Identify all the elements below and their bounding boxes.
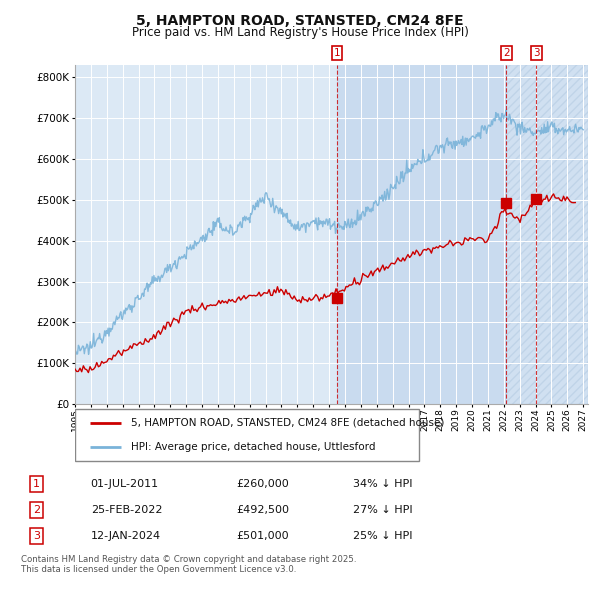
Text: 5, HAMPTON ROAD, STANSTED, CM24 8FE (detached house): 5, HAMPTON ROAD, STANSTED, CM24 8FE (det… xyxy=(131,418,445,428)
FancyBboxPatch shape xyxy=(75,409,419,461)
Text: 3: 3 xyxy=(33,531,40,541)
Bar xyxy=(337,65,506,404)
Text: £260,000: £260,000 xyxy=(236,478,289,489)
Text: 5, HAMPTON ROAD, STANSTED, CM24 8FE: 5, HAMPTON ROAD, STANSTED, CM24 8FE xyxy=(136,14,464,28)
Text: Price paid vs. HM Land Registry's House Price Index (HPI): Price paid vs. HM Land Registry's House … xyxy=(131,26,469,39)
Text: 34% ↓ HPI: 34% ↓ HPI xyxy=(353,478,412,489)
Text: 01-JUL-2011: 01-JUL-2011 xyxy=(91,478,159,489)
Text: £492,500: £492,500 xyxy=(236,505,289,515)
Text: Contains HM Land Registry data © Crown copyright and database right 2025.
This d: Contains HM Land Registry data © Crown c… xyxy=(21,555,356,574)
Text: 2: 2 xyxy=(33,505,40,515)
Text: 1: 1 xyxy=(33,478,40,489)
Text: 12-JAN-2024: 12-JAN-2024 xyxy=(91,531,161,541)
Text: 25% ↓ HPI: 25% ↓ HPI xyxy=(353,531,412,541)
Bar xyxy=(506,65,588,404)
Text: 25-FEB-2022: 25-FEB-2022 xyxy=(91,505,162,515)
Text: 3: 3 xyxy=(533,48,539,58)
Text: 27% ↓ HPI: 27% ↓ HPI xyxy=(353,505,412,515)
Text: 1: 1 xyxy=(334,48,340,58)
Text: 2: 2 xyxy=(503,48,509,58)
Text: HPI: Average price, detached house, Uttlesford: HPI: Average price, detached house, Uttl… xyxy=(131,442,376,453)
Text: £501,000: £501,000 xyxy=(236,531,289,541)
